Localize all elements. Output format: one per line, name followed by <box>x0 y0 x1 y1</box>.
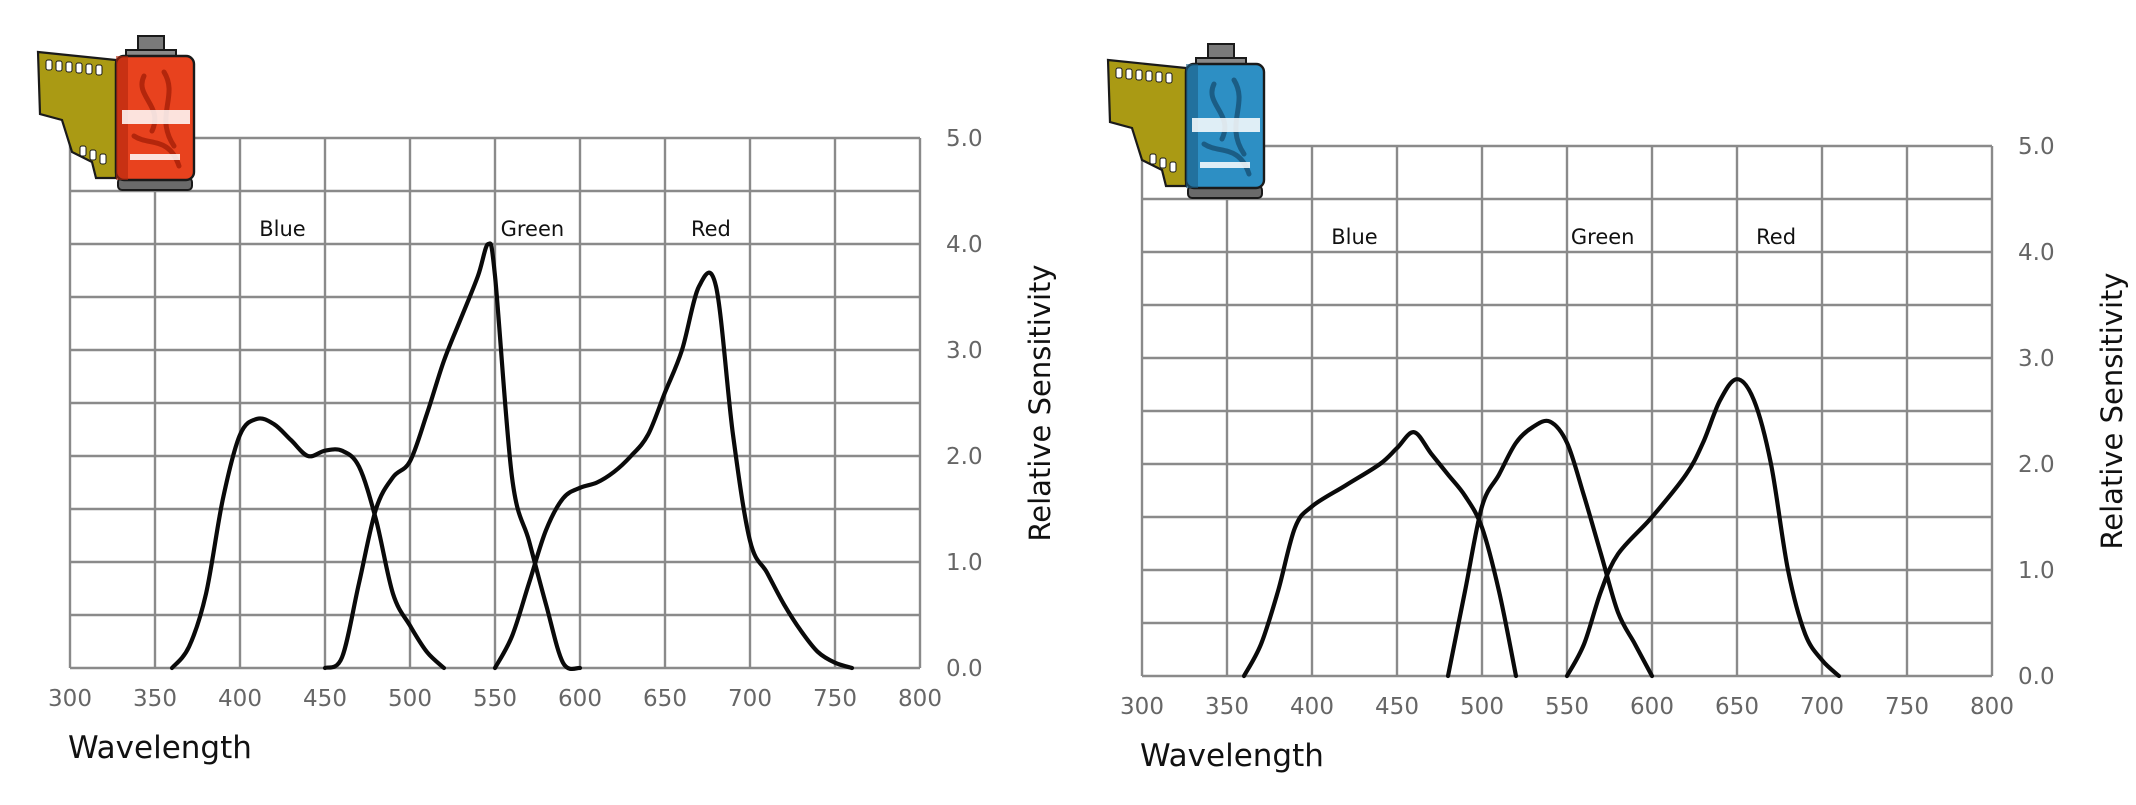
y-tick-label: 2.0 <box>946 444 983 470</box>
x-tick-label: 300 <box>1120 694 1164 720</box>
sensitivity-curve-3 <box>1564 377 1842 679</box>
y-axis-label: Relative Sensitivity <box>2095 272 2129 549</box>
y-tick-label: 0.0 <box>2018 664 2055 690</box>
y-tick-label: 2.0 <box>2018 452 2055 478</box>
x-tick-label: 350 <box>1205 694 1249 720</box>
band-label-red: Red <box>691 217 731 241</box>
y-tick-label: 5.0 <box>946 126 983 152</box>
x-axis-label: Wavelength <box>68 730 252 766</box>
x-tick-label: 450 <box>1375 694 1419 720</box>
sensitivity-curve-2 <box>322 241 583 672</box>
x-tick-label: 650 <box>643 686 687 712</box>
x-tick-label: 650 <box>1715 694 1759 720</box>
x-tick-label: 600 <box>1630 694 1674 720</box>
x-tick-label: 400 <box>218 686 262 712</box>
film-canister-blue-icon <box>1106 42 1266 200</box>
film-canister-red-icon <box>36 34 196 192</box>
x-tick-label: 500 <box>1460 694 1504 720</box>
x-axis-label: Wavelength <box>1140 738 1324 774</box>
grid <box>1140 144 1994 678</box>
x-tick-label: 800 <box>1970 694 2014 720</box>
band-label-red: Red <box>1756 225 1796 249</box>
x-tick-label: 700 <box>728 686 772 712</box>
band-label-green: Green <box>1571 225 1635 249</box>
x-tick-label: 450 <box>303 686 347 712</box>
x-tick-label: 600 <box>558 686 602 712</box>
x-tick-label: 350 <box>133 686 177 712</box>
band-label-green: Green <box>501 217 565 241</box>
x-tick-label: 550 <box>473 686 517 712</box>
band-label-blue: Blue <box>259 217 305 241</box>
x-tick-label: 300 <box>48 686 92 712</box>
y-tick-label: 0.0 <box>946 656 983 682</box>
y-tick-label: 1.0 <box>946 550 983 576</box>
sensitivity-curve-3 <box>492 270 855 671</box>
x-tick-label: 700 <box>1800 694 1844 720</box>
y-tick-label: 3.0 <box>2018 346 2055 372</box>
x-tick-label: 800 <box>898 686 942 712</box>
grid <box>68 136 922 670</box>
band-label-blue: Blue <box>1331 225 1377 249</box>
x-tick-label: 750 <box>813 686 857 712</box>
x-tick-label: 500 <box>388 686 432 712</box>
sensitivity-curve-2 <box>1445 418 1655 679</box>
y-axis-label: Relative Sensitivity <box>1023 264 1057 541</box>
y-tick-label: 3.0 <box>946 338 983 364</box>
x-tick-label: 400 <box>1290 694 1334 720</box>
x-tick-label: 750 <box>1885 694 1929 720</box>
x-tick-label: 550 <box>1545 694 1589 720</box>
sensitivity-curve-1 <box>1241 430 1519 679</box>
y-tick-label: 4.0 <box>946 232 983 258</box>
y-tick-label: 5.0 <box>2018 134 2055 160</box>
sensitivity-curve-1 <box>169 416 447 671</box>
y-tick-label: 4.0 <box>2018 240 2055 266</box>
y-tick-label: 1.0 <box>2018 558 2055 584</box>
